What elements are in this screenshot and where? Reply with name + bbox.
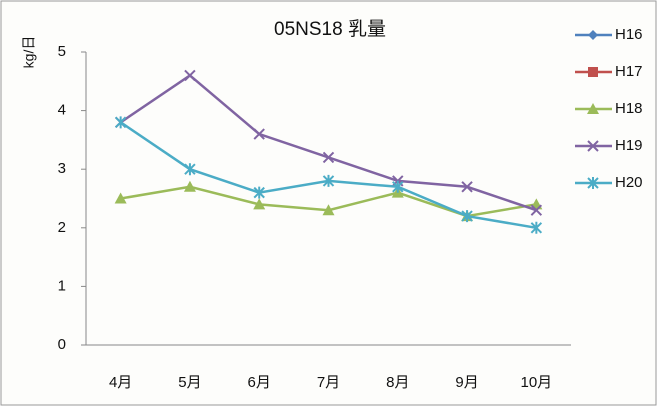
x-tick-label: 4月 xyxy=(109,374,132,391)
point xyxy=(253,128,265,140)
x-tick-label: 6月 xyxy=(248,374,271,391)
y-tick-label: 5 xyxy=(58,43,66,60)
y-tick-label: 3 xyxy=(58,160,66,177)
legend-label: H20 xyxy=(615,174,643,191)
point xyxy=(461,210,473,223)
x-tick-label: 8月 xyxy=(386,374,409,391)
point xyxy=(253,198,266,210)
x-tick-label: 10月 xyxy=(521,374,553,391)
point xyxy=(322,204,335,216)
point xyxy=(322,151,335,164)
legend-marker xyxy=(587,140,599,152)
legend-label: H19 xyxy=(615,137,643,154)
legend-label: H18 xyxy=(615,100,643,117)
point xyxy=(114,192,127,204)
x-tick-label: 7月 xyxy=(317,374,340,391)
legend-marker xyxy=(587,177,599,189)
point xyxy=(183,180,196,192)
point xyxy=(530,221,543,234)
legend-label: H17 xyxy=(615,63,643,80)
point xyxy=(461,181,473,193)
y-tick-label: 1 xyxy=(58,277,66,294)
point xyxy=(392,180,404,193)
chart-title: 05NS18 乳量 xyxy=(274,18,386,40)
legend-label: H16 xyxy=(615,26,643,43)
point xyxy=(184,69,196,82)
point xyxy=(184,163,196,176)
legend-marker xyxy=(588,30,598,40)
y-tick-label: 4 xyxy=(58,102,66,119)
legend-marker xyxy=(588,67,598,77)
point xyxy=(530,204,543,216)
y-tick-label: 2 xyxy=(58,219,66,236)
y-axis-label: kg/日 xyxy=(21,36,37,69)
legend-marker xyxy=(587,103,599,114)
point xyxy=(114,116,127,129)
x-tick-label: 5月 xyxy=(178,374,201,391)
point xyxy=(322,174,335,187)
point xyxy=(253,186,265,199)
x-tick-label: 9月 xyxy=(455,374,478,391)
y-tick-label: 0 xyxy=(58,336,66,353)
